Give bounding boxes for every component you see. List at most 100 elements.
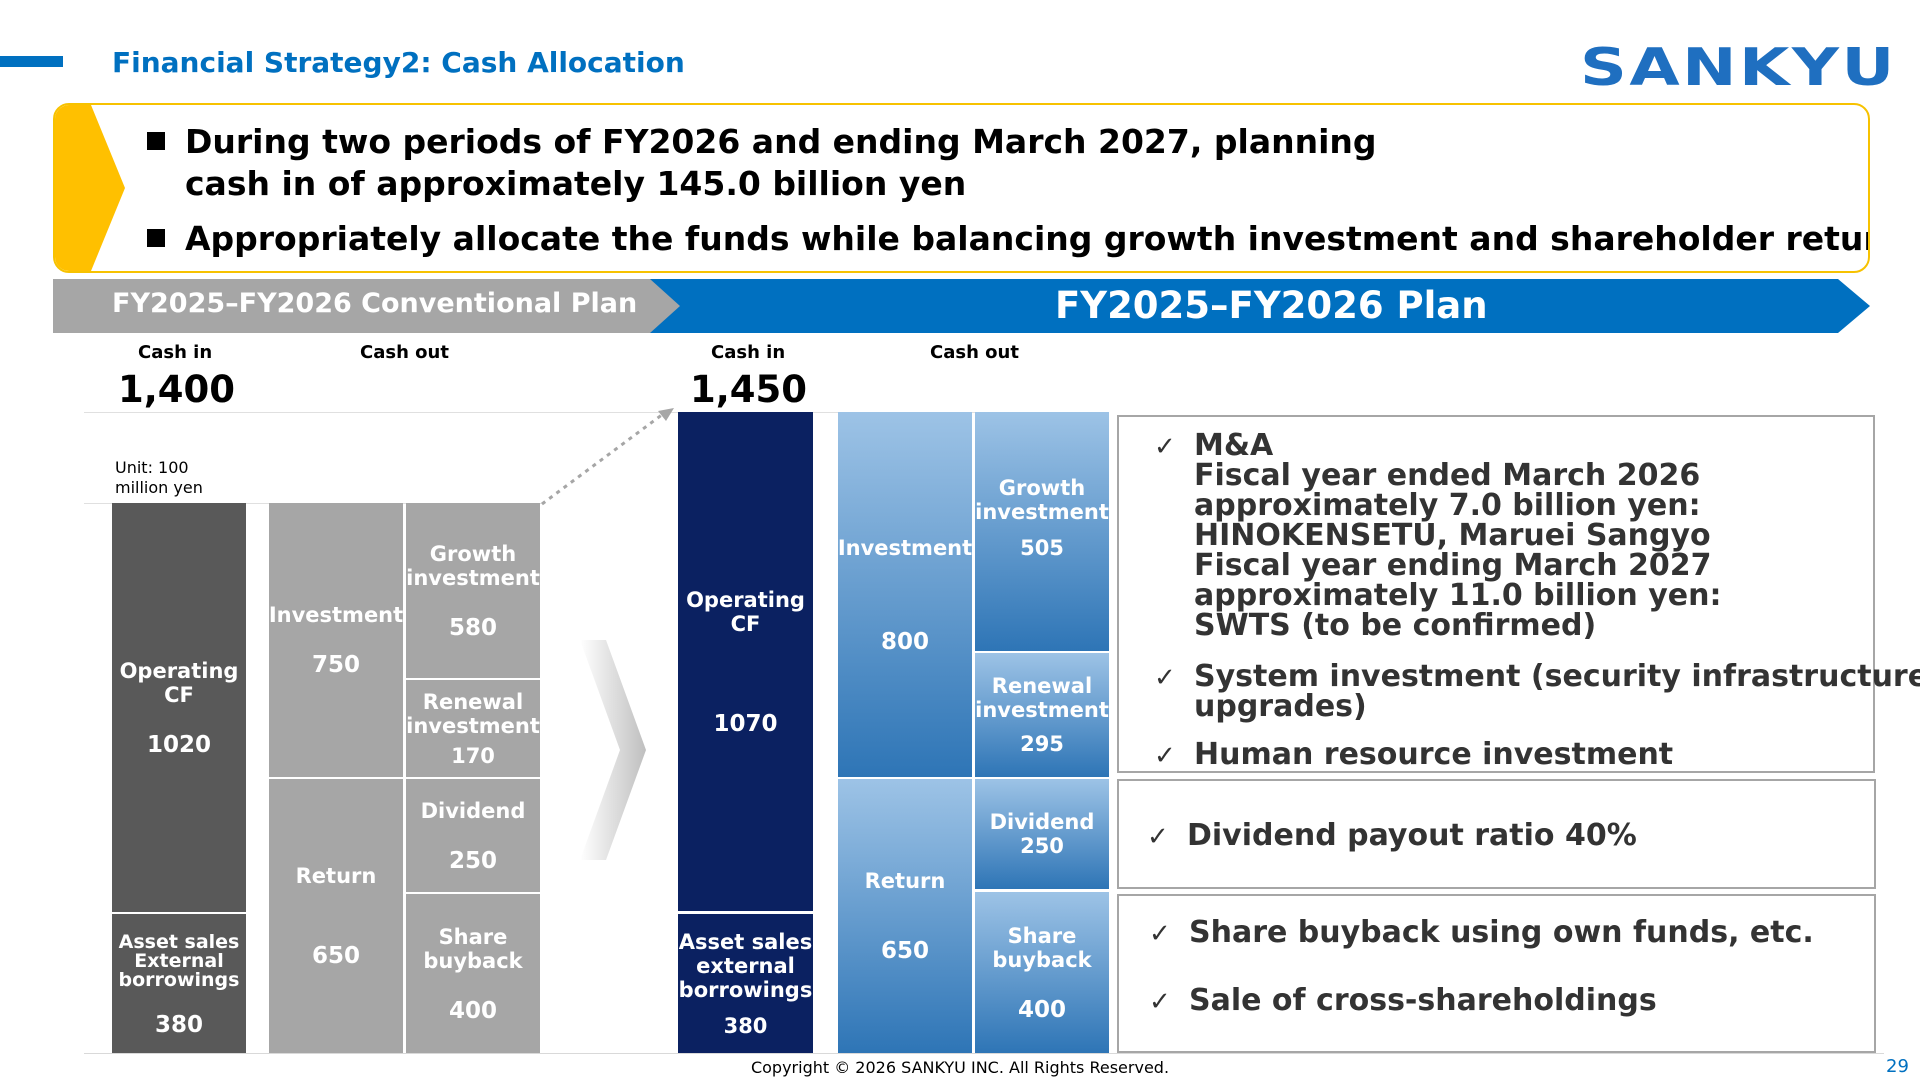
plan-growth-label-2: investment	[975, 500, 1109, 524]
check-icon: ✓	[1154, 741, 1176, 771]
conv-renewal-investment-bar: Renewal investment 170	[406, 680, 540, 777]
plan-growth-value: 505	[1020, 536, 1064, 560]
ma-line-5: approximately 11.0 billion yen:	[1194, 578, 1722, 613]
conv-asset-sales-bar: Asset sales External borrowings 380	[112, 914, 246, 1053]
summary-bullet-1-line-2: cash in of approximately 145.0 billion y…	[185, 164, 967, 203]
conv-growth-investment-bar: Growth investment 580	[406, 503, 540, 678]
conv-operating-cf-label-1: Operating	[119, 658, 239, 683]
plan-operating-cf-bar: Operating CF 1070	[678, 412, 813, 911]
conv-dividend-value: 250	[448, 847, 497, 874]
conv-dividend-label: Dividend	[420, 798, 526, 823]
check-icon: ✓	[1147, 822, 1169, 852]
conv-investment-label: Investment	[268, 603, 404, 627]
conv-asset-sales-label-3: borrowings	[118, 968, 240, 991]
plan-asset-sales-label-2: external	[696, 953, 795, 978]
ma-item: ✓ M&A Fiscal year ended March 2026 appro…	[1154, 431, 1721, 641]
unit-label-line-2: million yen	[115, 478, 203, 497]
plan-buyback-value: 400	[1017, 996, 1066, 1023]
ma-text-block: M&A Fiscal year ended March 2026 approxi…	[1194, 431, 1721, 641]
conv-growth-label-2: investment	[406, 565, 540, 590]
plan-banner-label: FY2025–FY2026 Plan	[1055, 284, 1488, 327]
plan-renewal-investment-bar: Renewal investment 295	[975, 653, 1109, 777]
conv-return-value: 650	[311, 943, 360, 969]
plan-investment-bar: Investment 800	[838, 412, 972, 777]
summary-bullet-2-text: Appropriately allocate the funds while b…	[185, 219, 1870, 258]
transition-arrow-icon	[580, 640, 646, 860]
conv-return-label: Return	[295, 864, 377, 888]
ma-line-2: approximately 7.0 billion yen:	[1194, 488, 1701, 523]
conventional-banner-label: FY2025–FY2026 Conventional Plan	[112, 288, 638, 319]
conv-cash-in-label: Cash in	[138, 342, 213, 363]
page-title: Financial Strategy2: Cash Allocation	[112, 46, 685, 79]
plan-operating-cf-value: 1070	[713, 710, 778, 737]
human-resource-text: Human resource investment	[1194, 737, 1674, 772]
dotted-connector	[541, 408, 674, 506]
square-bullet-icon	[147, 132, 165, 150]
conv-return-bar: Return 650	[269, 779, 403, 1053]
copyright-footer: Copyright © 2026 SANKYU INC. All Rights …	[750, 1058, 1170, 1077]
plan-share-buyback-bar: Share buyback 400	[975, 892, 1109, 1053]
conv-cash-in-total: 1,400	[118, 368, 236, 411]
plan-renewal-value: 295	[1020, 732, 1064, 756]
page-number: 29	[1886, 1056, 1909, 1077]
plan-dividend-label: Dividend	[989, 810, 1095, 834]
dividend-details-box: ✓ Dividend payout ratio 40%	[1117, 779, 1876, 889]
ma-line-3: HINOKENSETU, Maruei Sangyo	[1194, 518, 1711, 553]
ma-line-1: Fiscal year ended March 2026	[1194, 458, 1701, 493]
check-icon: ✓	[1154, 663, 1176, 693]
check-icon: ✓	[1149, 919, 1171, 949]
system-investment-line-1: System investment (security infrastructu…	[1194, 659, 1920, 694]
ma-title: M&A	[1194, 428, 1274, 463]
conv-growth-label-1: Growth	[429, 541, 517, 566]
plan-growth-label-1: Growth	[998, 476, 1086, 500]
conv-growth-value: 580	[448, 614, 497, 641]
ma-line-6: SWTS (to be confirmed)	[1194, 608, 1597, 643]
baseline	[84, 1053, 1884, 1054]
plan-renewal-label-1: Renewal	[991, 674, 1093, 698]
plan-investment-value: 800	[880, 628, 929, 655]
share-buyback-item: ✓ Share buyback using own funds, etc.	[1149, 915, 1814, 950]
plan-investment-label: Investment	[837, 535, 973, 560]
plan-buyback-label-2: buyback	[992, 947, 1092, 972]
summary-bullet-1-line-1: During two periods of FY2026 and ending …	[185, 122, 1377, 161]
return-details-box: ✓ Share buyback using own funds, etc. ✓ Sa…	[1117, 894, 1876, 1053]
conv-asset-sales-label-2: External	[134, 949, 224, 972]
conv-buyback-value: 400	[448, 997, 497, 1024]
plan-return-bar: Return 650	[838, 779, 972, 1053]
cross-shareholdings-text: Sale of cross-shareholdings	[1189, 983, 1657, 1018]
conv-buyback-label-1: Share	[438, 924, 508, 949]
plan-cash-out-label: Cash out	[930, 342, 1019, 363]
human-resource-item: ✓ Human resource investment	[1154, 737, 1674, 772]
plan-buyback-label-1: Share	[1007, 923, 1077, 948]
plan-operating-cf-label-1: Operating	[686, 587, 805, 612]
plan-asset-sales-value: 380	[723, 1013, 768, 1038]
plan-growth-investment-bar: Growth investment 505	[975, 412, 1109, 651]
system-investment-text-block: System investment (security infrastructu…	[1194, 662, 1920, 722]
cross-shareholdings-item: ✓ Sale of cross-shareholdings	[1149, 983, 1657, 1018]
conv-buyback-label-2: buyback	[423, 948, 523, 973]
share-buyback-text: Share buyback using own funds, etc.	[1189, 915, 1814, 950]
plan-cash-in-total: 1,450	[690, 368, 808, 411]
plan-return-label: Return	[864, 869, 946, 893]
plan-return-value: 650	[880, 938, 929, 964]
summary-bullet-1: During two periods of FY2026 and ending …	[147, 121, 1377, 205]
dividend-payout-item: ✓ Dividend payout ratio 40%	[1147, 818, 1637, 853]
top-guide-line	[84, 412, 1104, 413]
dividend-payout-text: Dividend payout ratio 40%	[1187, 818, 1637, 853]
check-icon: ✓	[1149, 987, 1171, 1017]
plan-dividend-value: 250	[1020, 834, 1064, 858]
conv-operating-cf-value: 1020	[146, 731, 211, 758]
conv-dividend-bar: Dividend 250	[406, 779, 540, 892]
conv-operating-cf-bar: Operating CF 1020	[112, 503, 246, 912]
conv-renewal-label-1: Renewal	[422, 689, 524, 714]
conv-cash-out-label: Cash out	[360, 342, 449, 363]
conv-renewal-label-2: investment	[406, 713, 540, 738]
conv-renewal-value: 170	[451, 743, 495, 768]
plan-banner-shape	[650, 279, 1870, 333]
plan-banners	[53, 279, 1870, 333]
yellow-arrow-icon	[55, 105, 125, 271]
conv-investment-value: 750	[311, 652, 360, 678]
conv-asset-sales-label-1: Asset sales	[118, 930, 240, 953]
plan-asset-sales-label-1: Asset sales	[678, 929, 813, 954]
system-investment-item: ✓ System investment (security infrastruc…	[1154, 662, 1920, 722]
